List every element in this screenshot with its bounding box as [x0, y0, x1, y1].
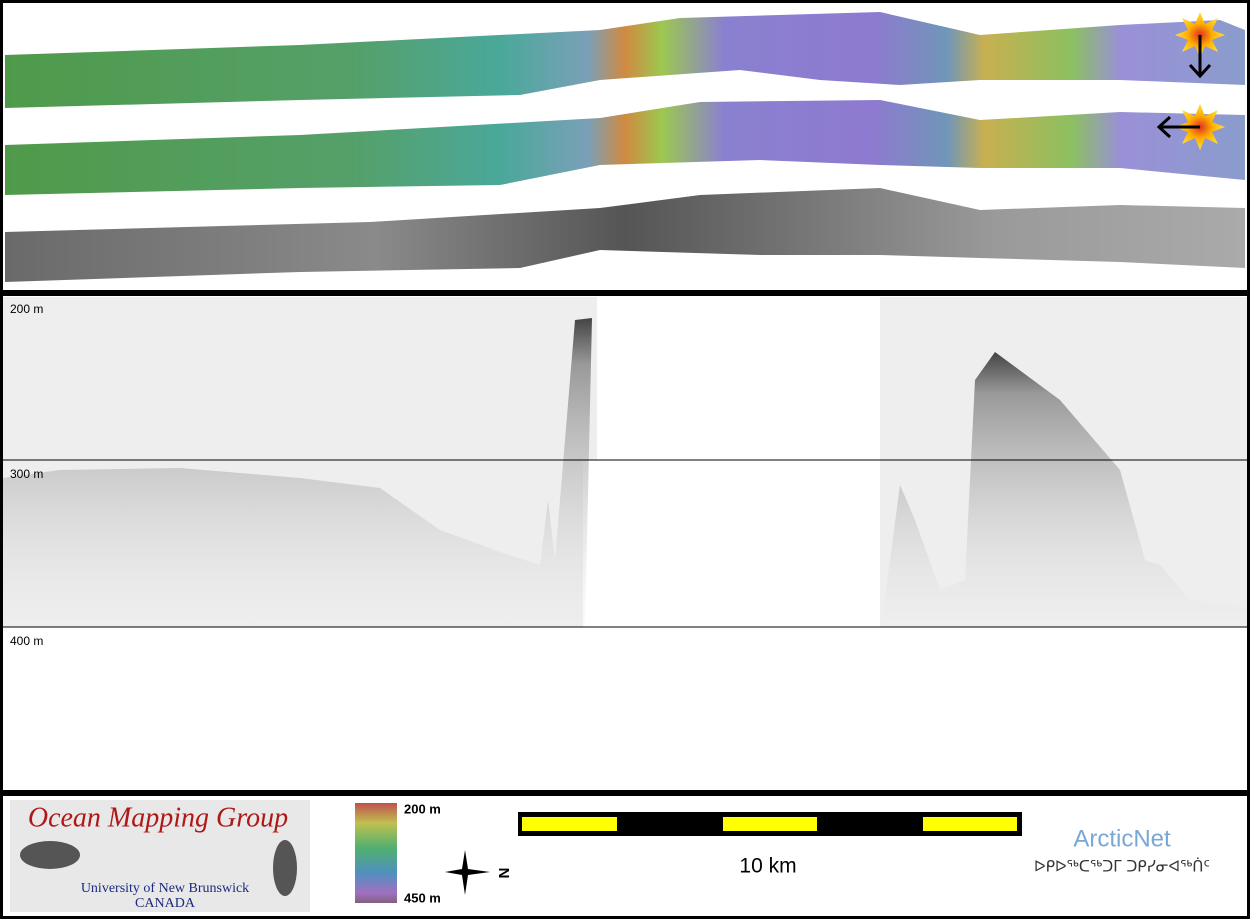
sun-icon [1156, 104, 1225, 150]
colorbar [355, 803, 397, 903]
scale-bar-segment [723, 817, 817, 831]
compass-label: N [495, 868, 512, 879]
logo-country: CANADA [135, 896, 196, 911]
logo-graphic [273, 840, 297, 896]
logo-graphic [20, 841, 80, 869]
partner-name: ArcticNet [1073, 825, 1171, 852]
depth-label: 200 m [10, 302, 43, 316]
backscatter-strip [5, 188, 1245, 282]
scale-bar-segment [923, 817, 1017, 831]
scale-label: 10 km [739, 855, 796, 878]
profile-background [3, 297, 597, 460]
bathymetry-strip [5, 12, 1245, 108]
colorbar-label: 200 m [404, 801, 441, 816]
bathymetry-strip [5, 100, 1245, 195]
seabed-profile [3, 318, 592, 627]
partner-syllabics: ᐅᑭᐅᖅᑕᖅᑐᒥ ᑐᑭᓯᓂᐊᖅᑏᑦ [1034, 858, 1210, 876]
compass: N [445, 850, 512, 895]
scale-bar-segment [522, 817, 617, 831]
sun-icon [1175, 12, 1225, 79]
seabed-profile [882, 352, 1247, 627]
depth-label: 300 m [10, 467, 43, 481]
logo-university: University of New Brunswick [81, 881, 249, 896]
logo-title: Ocean Mapping Group [28, 802, 288, 833]
depth-label: 400 m [10, 634, 43, 648]
colorbar-label: 450 m [404, 890, 441, 905]
